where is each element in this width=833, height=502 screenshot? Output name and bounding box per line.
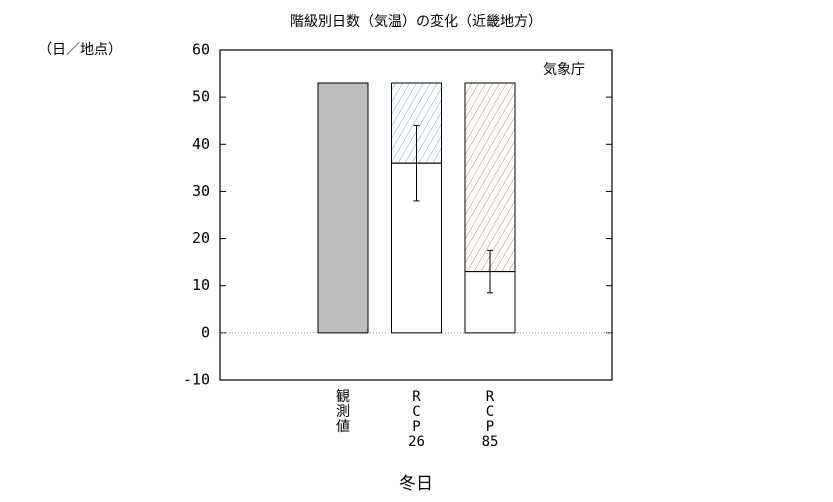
y-tick-label: -10	[183, 371, 210, 389]
y-tick-label: 50	[192, 88, 210, 106]
bar	[317, 82, 369, 334]
y-tick-label: 10	[192, 276, 210, 294]
y-tick-label: 30	[192, 182, 210, 200]
x-tick-label: R	[412, 389, 421, 405]
x-tick-label: C	[412, 404, 420, 420]
chart-title: 階級別日数（気温）の変化（近畿地方）	[290, 13, 542, 30]
y-unit-label: （日／地点）	[38, 42, 122, 58]
x-axis-label: 冬日	[399, 474, 433, 494]
x-tick-label: R	[486, 389, 495, 405]
x-tick-label: 観	[336, 388, 350, 405]
change-bar	[464, 82, 516, 273]
x-tick-label: P	[412, 419, 420, 435]
x-tick-label: C	[486, 404, 494, 420]
y-tick-label: 0	[201, 323, 210, 341]
y-tick-label: 20	[192, 229, 210, 247]
y-tick-label: 60	[192, 41, 210, 59]
x-tick-label: 測	[336, 404, 350, 420]
y-tick-label: 40	[192, 135, 210, 153]
plot-frame	[219, 49, 613, 381]
x-tick-label: 26	[408, 434, 425, 450]
error-bar	[487, 249, 493, 294]
x-tick-label: P	[486, 419, 494, 435]
annotation: 気象庁	[543, 62, 585, 78]
error-bar	[413, 124, 420, 202]
x-tick-label: 値	[336, 419, 350, 435]
x-tick-label: 85	[482, 434, 499, 450]
